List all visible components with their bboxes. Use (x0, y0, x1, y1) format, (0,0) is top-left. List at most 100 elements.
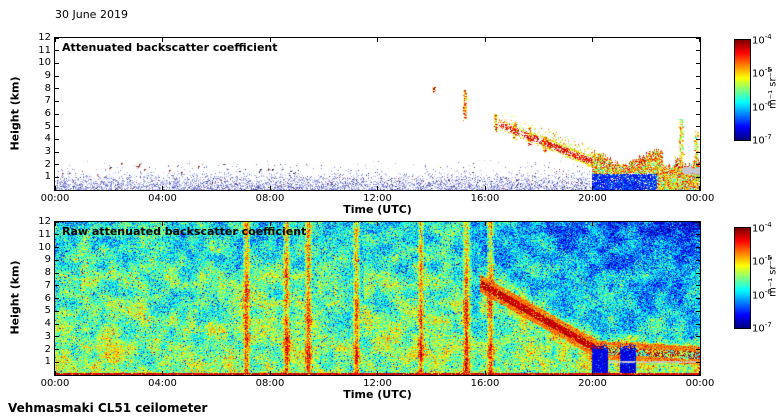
x-tick-label: 16:00 (470, 378, 500, 389)
axis-tick (55, 88, 59, 90)
x-tick-label: 16:00 (470, 193, 500, 204)
y-tick-label: 1 (44, 171, 51, 183)
axis-tick (55, 272, 59, 274)
axis-tick (55, 285, 59, 287)
axis-tick (696, 310, 700, 312)
y-tick-label: 11 (38, 44, 51, 56)
axis-tick (269, 38, 271, 42)
axis-tick (55, 75, 59, 77)
axis-tick (377, 186, 378, 190)
y-tick-label: 12 (38, 32, 51, 43)
x-tick-label: 00:00 (40, 193, 70, 204)
axis-tick (698, 186, 700, 190)
axis-tick (592, 371, 593, 375)
axis-tick (377, 222, 378, 226)
axis-tick (55, 138, 59, 140)
axis-tick (55, 234, 59, 236)
colorbar-tick-label: 10-4 (752, 221, 772, 235)
axis-tick (696, 50, 700, 52)
axis-tick (696, 298, 700, 299)
axis-tick (269, 222, 271, 226)
y-tick-label: 8 (44, 267, 51, 278)
axis-tick (696, 361, 700, 363)
axis-tick (55, 298, 59, 299)
y-tick-label: 8 (44, 82, 51, 94)
x-tick-label: 20:00 (578, 378, 607, 389)
y-tick-label: 7 (44, 279, 51, 291)
axis-tick (484, 222, 486, 226)
axis-tick (269, 371, 271, 375)
axis-tick (696, 100, 700, 102)
y-tick-label: 7 (44, 95, 51, 107)
axis-tick (162, 222, 163, 226)
raw-xlabel: Time (UTC) (343, 388, 412, 401)
colorbar-tick-label: 10-5 (752, 254, 772, 268)
colorbar-tick-label: 10-4 (752, 33, 772, 47)
y-tick-label: 3 (44, 330, 51, 342)
y-tick-label: 6 (44, 292, 51, 304)
axis-tick (55, 221, 59, 223)
x-tick-label: 04:00 (148, 378, 177, 389)
axis-tick (696, 164, 700, 166)
date-label: 30 June 2019 (55, 8, 128, 21)
axis-tick (696, 113, 700, 115)
axis-tick (55, 50, 59, 52)
y-tick-label: 9 (44, 70, 51, 81)
colorbar-tick-label: 10-5 (752, 66, 772, 80)
y-tick-label: 6 (44, 108, 51, 119)
axis-tick (55, 323, 59, 325)
attenuated-panel-title: Attenuated backscatter coefficient (62, 41, 278, 54)
axis-tick (55, 37, 59, 39)
axis-tick (592, 186, 593, 190)
y-tick-label: 5 (44, 120, 51, 132)
axis-tick (696, 234, 700, 236)
axis-tick (698, 371, 700, 375)
axis-tick (55, 259, 59, 261)
axis-tick (55, 100, 59, 102)
y-tick-label: 3 (44, 146, 51, 157)
raw-colorbar (734, 227, 751, 329)
y-tick-label: 2 (44, 343, 51, 355)
axis-tick (55, 247, 59, 248)
raw-ylabel: Height (km) (8, 260, 22, 335)
y-tick-label: 1 (44, 356, 51, 368)
attenuated-colorbar-gradient (735, 40, 750, 140)
axis-tick (698, 38, 700, 42)
axis-tick (55, 62, 59, 64)
axis-tick (696, 259, 700, 261)
axis-tick (592, 38, 593, 42)
axis-tick (696, 176, 700, 178)
axis-tick (696, 88, 700, 90)
axis-tick (55, 336, 59, 338)
axis-tick (54, 38, 56, 42)
axis-tick (55, 310, 59, 312)
axis-tick (696, 75, 700, 77)
axis-tick (484, 38, 486, 42)
axis-tick (696, 221, 700, 223)
x-tick-label: 00:00 (685, 378, 715, 389)
axis-tick (377, 371, 378, 375)
axis-tick (696, 323, 700, 325)
axis-tick (162, 186, 163, 190)
colorbar-tick-label: 10-7 (752, 321, 772, 335)
axis-tick (696, 349, 700, 350)
axis-tick (55, 176, 59, 178)
axis-tick (55, 126, 59, 128)
x-tick-label: 00:00 (40, 378, 70, 389)
x-tick-label: 08:00 (255, 378, 285, 389)
axis-tick (484, 186, 486, 190)
axis-tick (698, 222, 700, 226)
x-tick-label: 12:00 (363, 193, 392, 204)
y-tick-label: 2 (44, 158, 51, 170)
axis-tick (696, 62, 700, 64)
axis-tick (696, 151, 700, 153)
axis-tick (696, 285, 700, 287)
colorbar-tick-label: 10-6 (752, 99, 772, 113)
axis-tick (55, 361, 59, 363)
y-tick-label: 12 (38, 216, 51, 227)
x-tick-label: 00:00 (685, 193, 715, 204)
y-tick-label: 4 (44, 133, 51, 145)
axis-tick (377, 38, 378, 42)
attenuated-xlabel: Time (UTC) (343, 203, 412, 216)
axis-tick (696, 336, 700, 338)
